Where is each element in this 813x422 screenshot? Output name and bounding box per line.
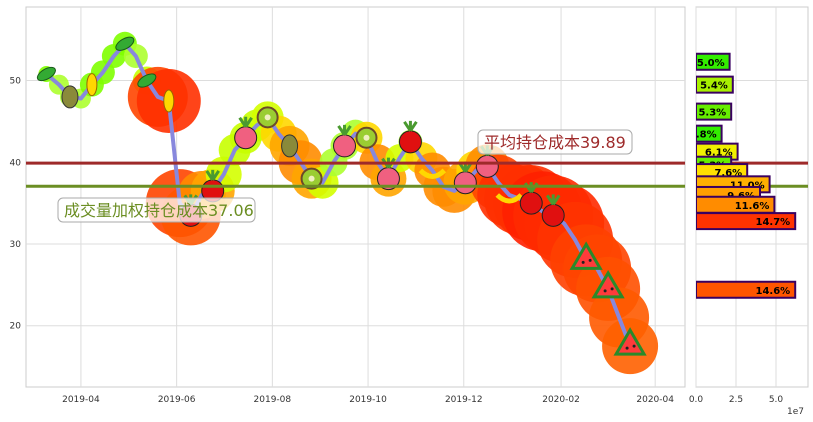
volume-bar-label: 5.4% [700,81,728,92]
corn-icon [163,89,175,113]
annotation-label: 平均持仓成本39.89 [484,133,626,152]
corn-icon [86,73,98,97]
pea-icon [36,66,56,82]
volume-bar [696,52,731,71]
radish-icon [234,116,258,150]
main-plot-area: 平均持仓成本39.89 成交量加权持仓成本37.06 2019-04 2019-06… [10,6,686,405]
kiwi-icon [355,126,378,149]
banana-icon [495,193,524,204]
volume-bar-label: 7.6% [714,168,742,179]
y-tick-label: 50 [10,77,22,87]
side-axis-offset-label: 1e7 [787,407,804,417]
volume-bar [696,280,797,299]
apple-icon [541,194,565,227]
apple-icon [519,182,543,215]
y-tick-label: 20 [10,322,22,332]
banana-icon [418,168,447,179]
volume-bar [696,124,723,143]
x-tick-label: 2019-12 [445,395,483,405]
volume-bar-label: 11.6% [735,201,770,212]
volume-bar-label: 6.1% [705,148,733,159]
kiwi-icon [300,167,323,190]
volume-bar [696,212,797,231]
annotation-box [477,129,633,155]
y-tick-label: 30 [10,240,22,250]
side-x-tick-label: 2.5 [729,395,743,405]
x-tick-label: 2020-02 [542,395,580,405]
volume-bar-label: 14.6% [755,286,790,297]
volume-bar-label: 11.0% [730,180,765,191]
pear-icon [281,134,299,158]
x-tick-label: 2020-04 [636,395,674,405]
watermelon-icon [591,269,625,299]
annotation-box [57,197,256,223]
main-axis-ticks: 2019-04 2019-06 2019-08 2019-10 2019-12 2020-… [10,77,675,405]
volume-bar-label: 3.8% [689,130,717,141]
side-x-tick-label: 5.0 [769,395,784,405]
kiwi-icon [256,106,279,129]
x-tick-label: 2019-06 [158,395,196,405]
x-tick-label: 2019-10 [349,395,387,405]
volume-profile-panel: 5.0%5.4%5.3%3.8%6.1%5.3%7.6%11.0%9.6%11.… [689,6,809,417]
radish-icon [376,157,400,191]
volume-bar-label: 5.3% [698,108,726,119]
strawberry-icon [398,120,422,154]
radish-icon [333,124,357,158]
x-tick-label: 2019-04 [62,395,100,405]
pear-icon [61,85,79,109]
side-x-tick-label: 0.0 [689,395,704,405]
volume-bar [696,102,733,121]
annotation-label: 成交量加权持仓成本37.06 [64,201,254,220]
y-tick-label: 40 [10,158,22,168]
volume-bar-label: 14.7% [755,217,790,228]
volume-bar-label: 5.0% [697,58,725,69]
pea-icon [137,73,157,88]
watermelon-icon [613,327,647,356]
pea-icon [115,36,135,51]
watermelon-icon [569,241,603,270]
x-tick-label: 2019-08 [254,395,292,405]
volume-bar [696,75,734,94]
